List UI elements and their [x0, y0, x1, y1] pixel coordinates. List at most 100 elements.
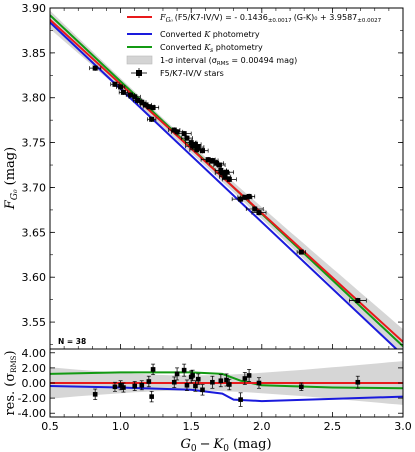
point-marker [298, 249, 304, 255]
residual-point [92, 388, 98, 400]
residual-point [256, 377, 262, 389]
data-point [180, 135, 193, 141]
residual-marker [112, 384, 118, 390]
residual-marker [184, 382, 190, 388]
point-marker [171, 127, 177, 133]
res-ylabel-main: res. (σ [3, 373, 18, 416]
data-point [348, 297, 367, 304]
x-axis: 0.5 1.0 1.5 2.0 2.5 3.0 [41, 412, 412, 433]
data-point [296, 249, 306, 255]
residual-marker [299, 384, 304, 390]
residual-y-axis-label: res. (σRMS) [3, 350, 18, 415]
residual-point [181, 363, 187, 377]
point-marker [118, 84, 124, 90]
residual-point [242, 372, 248, 385]
legend-fit-mid: (G-K)₀ + 3.9587 [294, 13, 358, 22]
point-marker [219, 170, 225, 176]
data-point [147, 104, 160, 111]
data-point [118, 89, 129, 96]
residual-point [227, 378, 232, 391]
data-point [116, 84, 126, 90]
residual-marker [238, 397, 243, 402]
x-tick-label: 3.0 [394, 420, 412, 433]
legend-fit-label: FG₀ (F5/K7-IV/V) = - 0.1436±0.0017 (G-K)₀ … [159, 13, 382, 24]
legend-k-suffix: photometry [210, 30, 260, 39]
data-points [89, 65, 367, 304]
residual-marker [171, 379, 177, 385]
residual-marker [193, 383, 198, 389]
residual-point [195, 373, 201, 385]
x-axis-sub-k: 0 [223, 444, 229, 452]
legend-fit-sub: G₀ [166, 17, 174, 24]
residual-marker [256, 380, 262, 386]
fit-line [50, 19, 403, 343]
residual-point [150, 363, 156, 376]
legend-ks-suffix: photometry [213, 43, 263, 52]
residual-point [132, 381, 138, 391]
point-marker [355, 298, 361, 304]
residual-marker [181, 367, 187, 373]
x-axis-label: G0− K0 (mag) [180, 437, 271, 452]
residual-marker [224, 377, 229, 383]
residual-k-line [50, 385, 403, 403]
legend-ks-label: Converted Ks photometry [160, 43, 263, 54]
data-point [213, 162, 226, 168]
residual-point [139, 380, 145, 391]
x-tick-label: 1.0 [112, 420, 130, 433]
legend-band-swatch [126, 55, 153, 65]
residual-marker [132, 383, 138, 389]
residual-marker [92, 392, 98, 397]
point-marker [252, 206, 258, 212]
residual-marker [218, 378, 224, 384]
res-y-tick-label: 2.00 [22, 362, 47, 375]
x-axis-var-k: K [213, 437, 225, 452]
res-ylabel-sub: RMS [10, 355, 18, 372]
legend-k-label: Converted K photometry [160, 30, 260, 39]
point-marker [195, 144, 201, 150]
y-axis-sub: G₀ [10, 189, 20, 200]
y-tick-label: 3.55 [22, 316, 47, 329]
legend-band-label: 1-σ interval (σRMS = 0.00494 mag) [160, 56, 297, 67]
legend-ks-var: K [203, 43, 211, 52]
point-marker [224, 169, 229, 175]
x-axis-minus: − [200, 437, 211, 452]
legend-points-label: F5/K7-IV/V stars [160, 69, 224, 78]
data-point [243, 193, 256, 200]
data-point [176, 130, 192, 137]
point-marker [216, 162, 222, 168]
point-marker [181, 131, 187, 137]
residual-marker [246, 373, 252, 378]
x-axis-sub-g: 0 [191, 444, 197, 452]
res-y-tick-label: 4.00 [22, 347, 47, 360]
residual-marker [146, 379, 152, 384]
legend-band-sub: RMS [217, 61, 230, 67]
sample-size-annotation: N = 38 [58, 337, 86, 346]
main-panel: 3.553.603.653.703.753.803.853.90 N = 38 … [3, 2, 404, 350]
residual-point [200, 384, 205, 396]
residual-marker [150, 367, 156, 372]
point-marker [132, 94, 138, 100]
legend-fit-suffix: (F5/K7-IV/V) = - 0.1436 [175, 13, 268, 22]
residual-panel: 4.00 2.00 0.00 -2.00 -4.00 0.5 1.0 1.5 2.0 2.5 3.… [3, 347, 412, 452]
point-marker [199, 148, 205, 154]
data-point [245, 206, 264, 212]
point-marker [149, 116, 155, 122]
data-point [251, 209, 267, 216]
point-marker [120, 89, 126, 95]
x-tick-label: 1.5 [182, 420, 200, 433]
residual-marker [121, 385, 126, 390]
residual-marker [139, 382, 145, 388]
residual-point [238, 392, 243, 407]
legend-fit-var: F [159, 13, 166, 22]
res-y-tick-label: -4.00 [18, 407, 46, 420]
point-marker [246, 193, 252, 199]
residual-marker [227, 382, 232, 387]
main-y-axis: 3.55 3.60 3.65 3.70 3.75 3.80 3.85 3.90 [22, 2, 403, 345]
residual-point [112, 381, 118, 392]
y-tick-label: 3.65 [22, 226, 47, 239]
legend-k-prefix: Converted [160, 30, 204, 39]
main-y-axis-label: FG₀ (mag) [3, 147, 20, 210]
residual-marker [210, 379, 215, 385]
y-tick-label: 3.60 [22, 271, 47, 284]
